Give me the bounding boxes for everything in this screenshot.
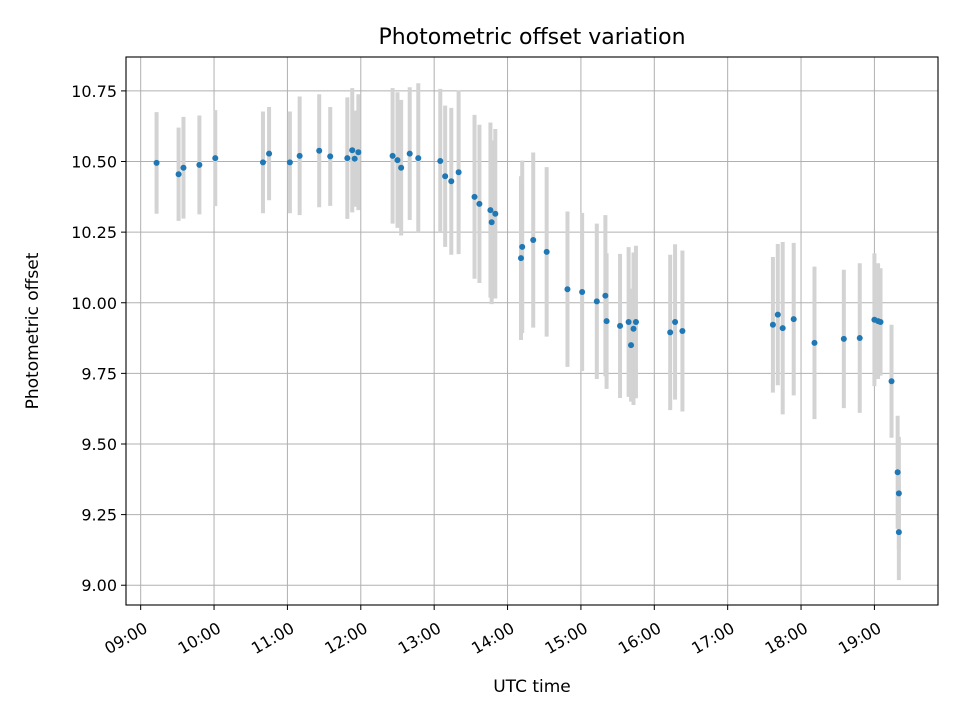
data-point bbox=[437, 157, 444, 164]
data-point bbox=[196, 161, 203, 168]
data-point bbox=[840, 335, 847, 342]
data-point bbox=[672, 318, 679, 325]
data-point bbox=[415, 155, 422, 162]
y-tick-label: 10.75 bbox=[71, 82, 117, 101]
data-point bbox=[779, 325, 786, 332]
y-tick-label: 9.25 bbox=[81, 506, 117, 525]
y-axis-label: Photometric offset bbox=[23, 252, 43, 409]
data-point bbox=[266, 150, 273, 157]
data-point bbox=[617, 322, 624, 329]
data-point bbox=[175, 171, 182, 178]
data-point bbox=[895, 529, 902, 536]
point-layer bbox=[153, 147, 902, 536]
chart-title: Photometric offset variation bbox=[378, 25, 685, 50]
data-point bbox=[593, 298, 600, 305]
data-point bbox=[259, 159, 266, 166]
data-point bbox=[180, 164, 187, 171]
data-point bbox=[488, 219, 495, 226]
data-point bbox=[894, 469, 901, 476]
data-point bbox=[625, 318, 632, 325]
data-point bbox=[455, 169, 462, 176]
data-point bbox=[394, 157, 401, 164]
data-point bbox=[774, 311, 781, 318]
data-point bbox=[856, 335, 863, 342]
y-tick-label: 9.00 bbox=[81, 576, 117, 595]
data-point bbox=[398, 164, 405, 171]
data-point bbox=[632, 318, 639, 325]
data-point bbox=[492, 210, 499, 217]
data-point bbox=[153, 159, 160, 166]
data-point bbox=[895, 490, 902, 497]
data-point bbox=[603, 318, 610, 325]
data-point bbox=[543, 248, 550, 255]
data-point bbox=[877, 318, 884, 325]
y-axis-ticks: 9.00 9.25 9.50 9.75 10.00 10.25 10.50 10.75 bbox=[71, 82, 126, 595]
data-point bbox=[349, 147, 356, 154]
data-point bbox=[351, 155, 358, 162]
data-point bbox=[487, 207, 494, 214]
data-point bbox=[344, 155, 351, 162]
y-tick-label: 10.25 bbox=[71, 223, 117, 242]
data-point bbox=[476, 200, 483, 207]
plot-frame bbox=[125, 56, 939, 606]
data-point bbox=[355, 149, 362, 156]
data-point bbox=[327, 153, 334, 160]
data-point bbox=[628, 342, 635, 349]
data-point bbox=[517, 255, 524, 262]
data-point bbox=[296, 152, 303, 159]
data-point bbox=[790, 316, 797, 323]
data-point bbox=[579, 289, 586, 296]
data-point bbox=[316, 147, 323, 154]
y-tick-label: 9.50 bbox=[81, 435, 117, 454]
data-point bbox=[888, 378, 895, 385]
data-point bbox=[679, 328, 686, 334]
data-point bbox=[286, 159, 293, 166]
data-point bbox=[389, 152, 396, 159]
y-tick-label: 9.75 bbox=[81, 364, 117, 383]
data-point bbox=[471, 193, 478, 200]
data-point bbox=[630, 325, 637, 332]
data-point bbox=[667, 329, 674, 336]
data-point bbox=[519, 243, 526, 250]
data-point bbox=[530, 237, 537, 244]
data-point bbox=[442, 173, 449, 180]
data-point bbox=[602, 292, 609, 299]
data-point bbox=[448, 178, 455, 185]
y-tick-label: 10.50 bbox=[71, 153, 117, 172]
data-point bbox=[564, 286, 571, 293]
data-point bbox=[811, 339, 818, 346]
data-point bbox=[406, 150, 413, 157]
x-axis-label: UTC time bbox=[493, 677, 571, 697]
data-point bbox=[212, 155, 219, 162]
data-point bbox=[769, 321, 776, 328]
y-tick-label: 10.00 bbox=[71, 294, 117, 313]
